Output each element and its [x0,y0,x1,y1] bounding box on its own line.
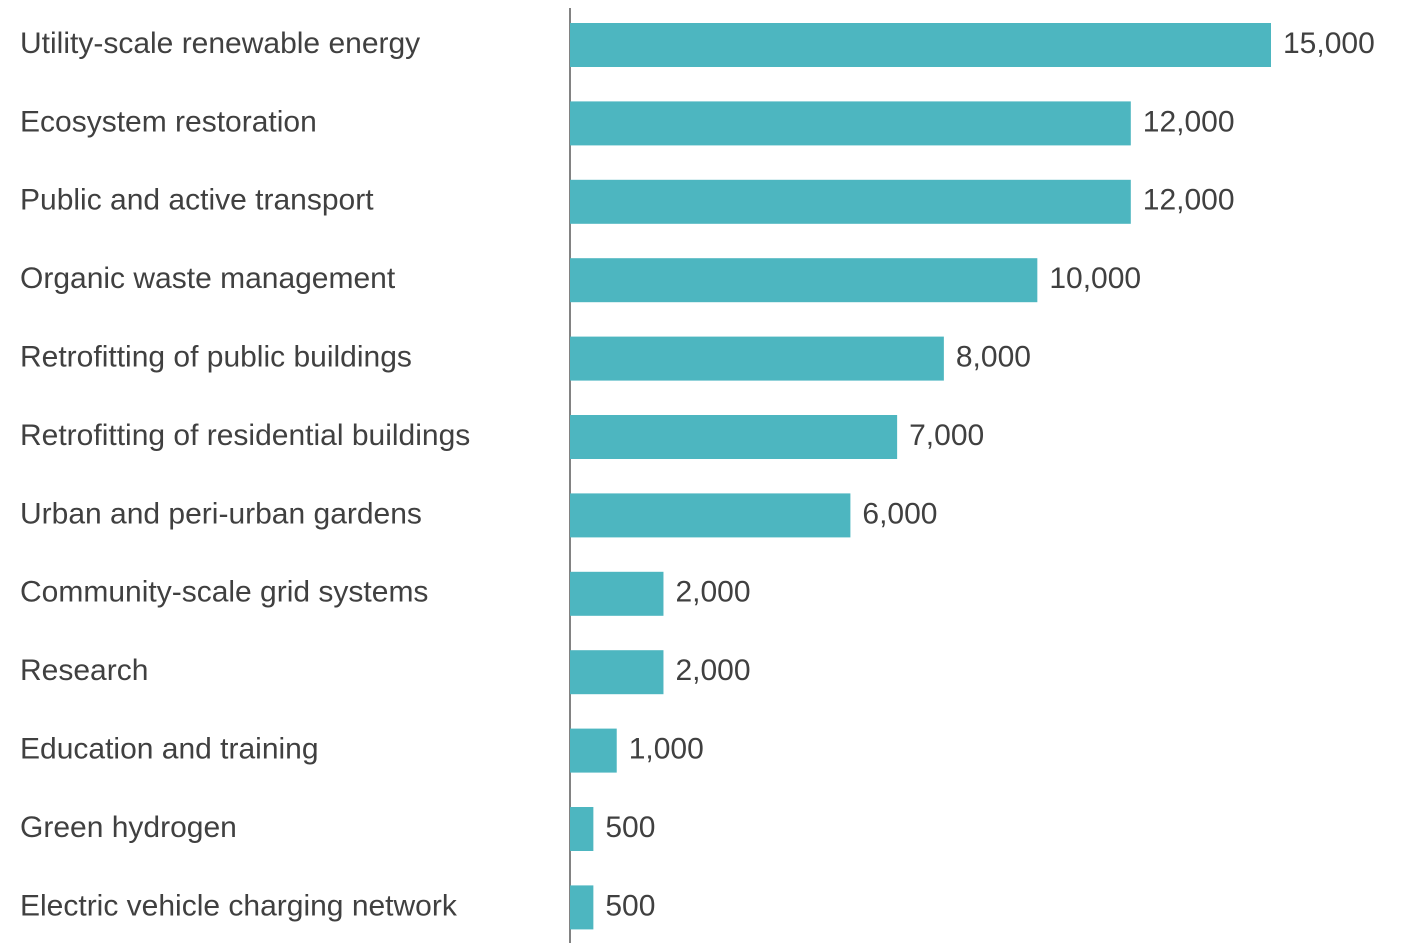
bar [570,415,898,459]
bar [570,493,851,538]
bar [570,23,1271,67]
data-label: 2,000 [675,654,750,687]
category-label: Ecosystem restoration [20,105,317,138]
data-label: 12,000 [1143,184,1235,217]
bar [570,885,594,930]
category-label: Retrofitting of public buildings [20,341,412,374]
data-label: 2,000 [675,576,750,609]
data-label: 7,000 [909,419,984,452]
data-label: 1,000 [629,733,704,766]
data-label: 8,000 [956,341,1031,374]
data-label: 500 [605,889,655,922]
category-label: Community-scale grid systems [20,576,428,609]
bar [570,807,594,851]
category-label: Utility-scale renewable energy [20,27,420,60]
bar [570,650,664,695]
bar [570,101,1131,146]
bar [570,179,1131,224]
category-label: Electric vehicle charging network [20,889,458,922]
category-label: Urban and peri-urban gardens [20,497,422,530]
bar [570,336,944,381]
bar [570,728,617,773]
category-label: Green hydrogen [20,811,237,844]
data-label: 10,000 [1049,262,1141,295]
data-label: 15,000 [1283,27,1375,60]
category-label: Organic waste management [20,262,396,295]
data-label: 500 [605,811,655,844]
category-label: Retrofitting of residential buildings [20,419,470,452]
bar [570,258,1038,303]
category-label: Education and training [20,733,319,766]
category-label: Research [20,654,148,687]
bar [570,571,664,616]
data-label: 12,000 [1143,105,1235,138]
data-label: 6,000 [862,497,937,530]
category-label: Public and active transport [20,184,374,217]
